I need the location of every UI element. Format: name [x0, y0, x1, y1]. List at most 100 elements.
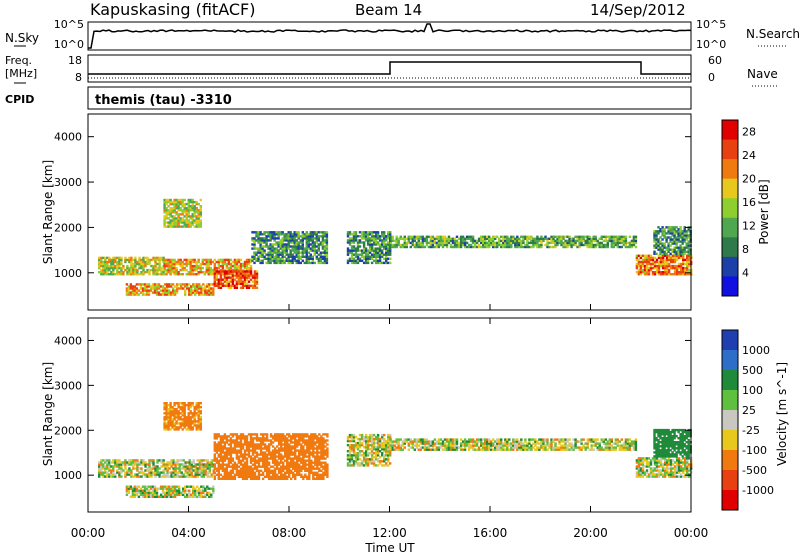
echo-cell [302, 449, 305, 452]
echo-cell [148, 273, 151, 276]
echo-cell [215, 273, 218, 276]
echo-cell [536, 237, 539, 240]
echo-cell [172, 469, 175, 472]
echo-cell [104, 256, 107, 260]
echo-cell [480, 245, 483, 249]
echo-cell [526, 241, 529, 245]
echo-cell [126, 463, 129, 466]
echo-cell [178, 471, 181, 474]
echo-cell [312, 439, 315, 442]
echo-cell [314, 455, 317, 458]
echo-cell [299, 257, 302, 260]
echo-cell [484, 243, 487, 247]
echo-cell [134, 260, 137, 264]
echo-cell [183, 406, 186, 409]
echo-cell [223, 274, 227, 277]
echo-cell [314, 459, 317, 462]
echo-cell [196, 485, 199, 488]
echo-cell [215, 469, 218, 472]
echo-cell [685, 246, 688, 249]
echo-cell [385, 245, 388, 248]
echo-cell [215, 449, 218, 452]
echo-cell [162, 473, 165, 476]
echo-cell [239, 268, 243, 272]
echo-cell [634, 241, 638, 245]
echo-cell [277, 251, 280, 254]
echo-cell [305, 259, 308, 262]
echo-cell [195, 402, 198, 405]
echo-cell [310, 433, 313, 436]
echo-cell [395, 448, 398, 451]
echo-cell [677, 256, 681, 260]
echo-cell [176, 463, 179, 466]
echo-cell [610, 245, 613, 249]
echo-cell [387, 247, 390, 250]
echo-cell [133, 289, 137, 292]
echo-cell [346, 456, 350, 459]
echo-cell [206, 289, 209, 292]
echo-cell [180, 491, 183, 494]
echo-cell [188, 289, 191, 292]
echo-cell [326, 443, 329, 446]
echo-cell [269, 451, 273, 454]
echo-cell [387, 441, 390, 445]
echo-cell [506, 243, 509, 247]
echo-cell [163, 422, 166, 425]
echo-cell [153, 291, 157, 294]
echo-cell [179, 402, 182, 405]
echo-cell [245, 443, 249, 446]
echo-cell [576, 237, 579, 240]
echo-cell [350, 448, 354, 451]
echo-cell [284, 437, 287, 440]
echo-cell [637, 268, 641, 272]
echo-cell [518, 237, 521, 240]
echo-cell [304, 459, 307, 462]
echo-cell [413, 235, 416, 238]
echo-cell [156, 258, 159, 262]
echo-cell [124, 463, 127, 466]
echo-cell [282, 435, 285, 438]
echo-cell [628, 245, 632, 249]
echo-cell [251, 237, 254, 240]
echo-cell [659, 230, 662, 233]
echo-cell [282, 447, 285, 450]
echo-cell [315, 251, 318, 254]
echo-cell [649, 262, 653, 266]
echo-cell [196, 463, 199, 466]
echo-cell [431, 239, 435, 243]
echo-cell [251, 475, 255, 478]
echo-cell [173, 207, 176, 210]
echo-cell [354, 235, 358, 238]
echo-cell [189, 198, 192, 202]
echo-cell [378, 259, 382, 262]
echo-cell [346, 464, 350, 467]
echo-cell [187, 273, 190, 276]
echo-cell [313, 231, 316, 234]
echo-cell [192, 465, 195, 468]
echo-cell [378, 261, 382, 265]
echo-cell [679, 244, 682, 247]
echo-cell [280, 475, 283, 478]
echo-cell [267, 259, 270, 262]
echo-cell [170, 465, 173, 468]
echo-cell [131, 489, 135, 492]
echo-cell [253, 467, 257, 470]
echo-cell [139, 489, 143, 492]
echo-cell [177, 287, 181, 290]
echo-cell [106, 256, 109, 260]
echo-cell [302, 451, 305, 454]
echo-cell [288, 469, 291, 472]
echo-cell [366, 255, 370, 258]
echo-cell [679, 250, 682, 253]
echo-cell [277, 449, 281, 452]
echo-cell [277, 457, 281, 460]
echo-cell [516, 237, 519, 240]
echo-cell [510, 235, 513, 238]
echo-cell [269, 465, 273, 468]
echo-cell [126, 469, 129, 472]
echo-cell [257, 475, 261, 478]
echo-cell [197, 406, 200, 409]
echo-cell [290, 441, 293, 444]
echo-cell [247, 262, 251, 266]
echo-cell [163, 221, 166, 224]
